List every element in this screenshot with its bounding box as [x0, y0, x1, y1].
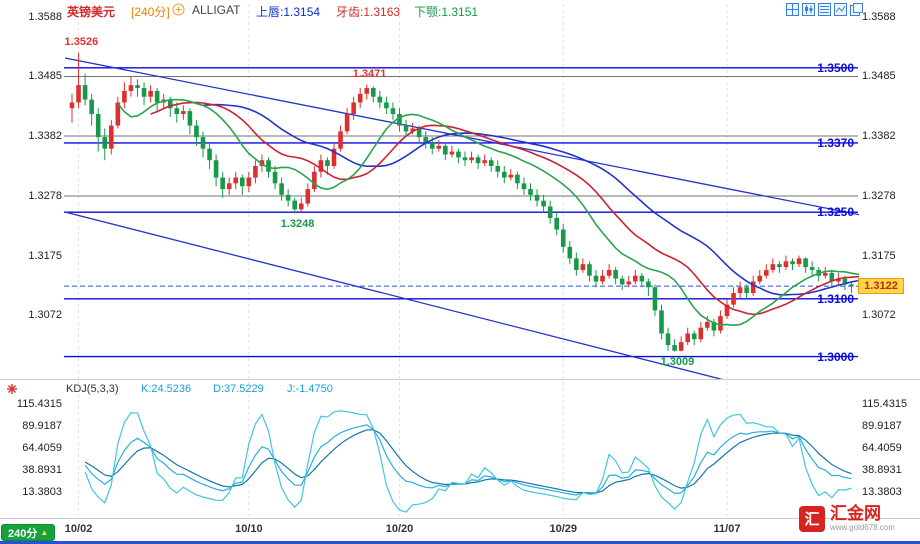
candlestick-view-icon[interactable]	[802, 3, 815, 16]
alligator-teeth-value: 牙齿:1.3163	[336, 5, 401, 19]
kdj-title: KDJ(5,3,3)	[66, 383, 119, 395]
logo-mark-glyph: 汇	[804, 511, 820, 528]
logo-name: 汇金网	[830, 504, 881, 523]
alligator-jaw-value: 下颚:1.3151	[414, 5, 479, 19]
indicator-name: ALLIGAT	[192, 3, 241, 17]
kdj-d-value: D:37.5229	[213, 383, 264, 395]
ohlc-view-icon[interactable]	[818, 3, 831, 16]
kdj-k-value: K:24.5236	[141, 383, 192, 395]
logo-url: www.gold678.com	[830, 523, 895, 532]
timeframe-label: [240分]	[131, 5, 170, 19]
grid-layout-icon[interactable]	[786, 3, 799, 16]
kdj-j-value: J:-1.4750	[287, 383, 333, 395]
timeframe-button[interactable]: 240分 ▲	[1, 524, 56, 541]
logo-text: 汇金网 www.gold678.com	[830, 504, 895, 533]
chart-header: 英镑美元 [240分] ALLIGAT 上唇:1.3154 牙齿:1.3163 …	[0, 0, 920, 20]
timeframe-button-label: 240分	[8, 527, 38, 540]
alligator-lips-value: 上唇:1.3154	[256, 5, 321, 19]
indicator-settings-icon[interactable]	[6, 383, 18, 395]
add-indicator-icon[interactable]	[172, 3, 185, 16]
axis-separator	[0, 518, 920, 519]
logo-mark: 汇	[799, 505, 825, 532]
chart-toolbar	[786, 3, 863, 16]
symbol-name: 英镑美元	[67, 5, 116, 19]
expand-icon: ▲	[40, 528, 49, 537]
line-view-icon[interactable]	[834, 3, 847, 16]
panel-separator	[0, 379, 920, 380]
bottom-bar	[0, 541, 920, 544]
site-logo: 汇 汇金网 www.gold678.com	[799, 505, 895, 532]
new-window-icon[interactable]	[850, 3, 863, 16]
